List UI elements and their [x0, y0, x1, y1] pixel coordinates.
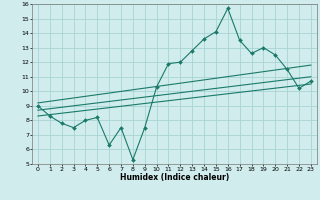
X-axis label: Humidex (Indice chaleur): Humidex (Indice chaleur) [120, 173, 229, 182]
